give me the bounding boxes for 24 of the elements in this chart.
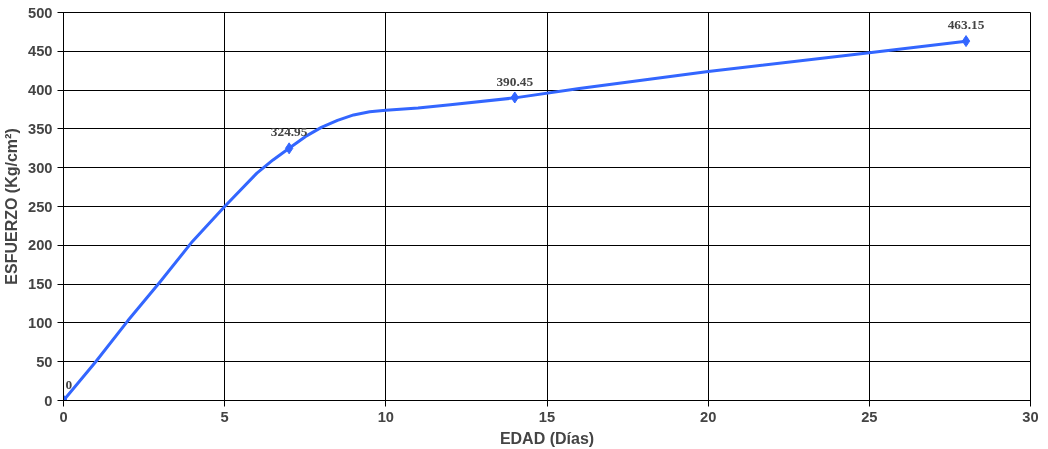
data-label: 0: [65, 376, 73, 392]
y-tick-label: 150: [28, 276, 53, 293]
x-tick-label: 20: [700, 408, 717, 425]
y-tick-label: 50: [36, 353, 53, 370]
x-tick-label: 10: [377, 408, 394, 425]
data-label: 463.15: [947, 17, 985, 33]
y-tick-label: 200: [28, 237, 53, 254]
y-tick-label: 100: [28, 314, 53, 331]
x-tick-label: 30: [1022, 408, 1039, 425]
x-tick-label: 5: [220, 408, 229, 425]
data-label: 390.45: [496, 73, 534, 89]
y-tick-label: 0: [44, 392, 53, 409]
y-tick-label: 400: [28, 82, 53, 99]
y-tick-label: 450: [28, 43, 53, 60]
y-tick-label: 500: [28, 4, 53, 21]
y-axis-title: ESFUERZO (Kg/cm²): [3, 128, 21, 285]
data-label: 324.95: [270, 124, 308, 140]
y-tick-label: 250: [28, 198, 53, 215]
x-tick-label: 0: [59, 408, 68, 425]
y-tick-label: 350: [28, 120, 53, 137]
x-axis-title: EDAD (Días): [499, 429, 595, 447]
y-tick-label: 300: [28, 159, 53, 176]
x-tick-label: 15: [538, 408, 556, 425]
x-tick-label: 25: [861, 408, 878, 425]
